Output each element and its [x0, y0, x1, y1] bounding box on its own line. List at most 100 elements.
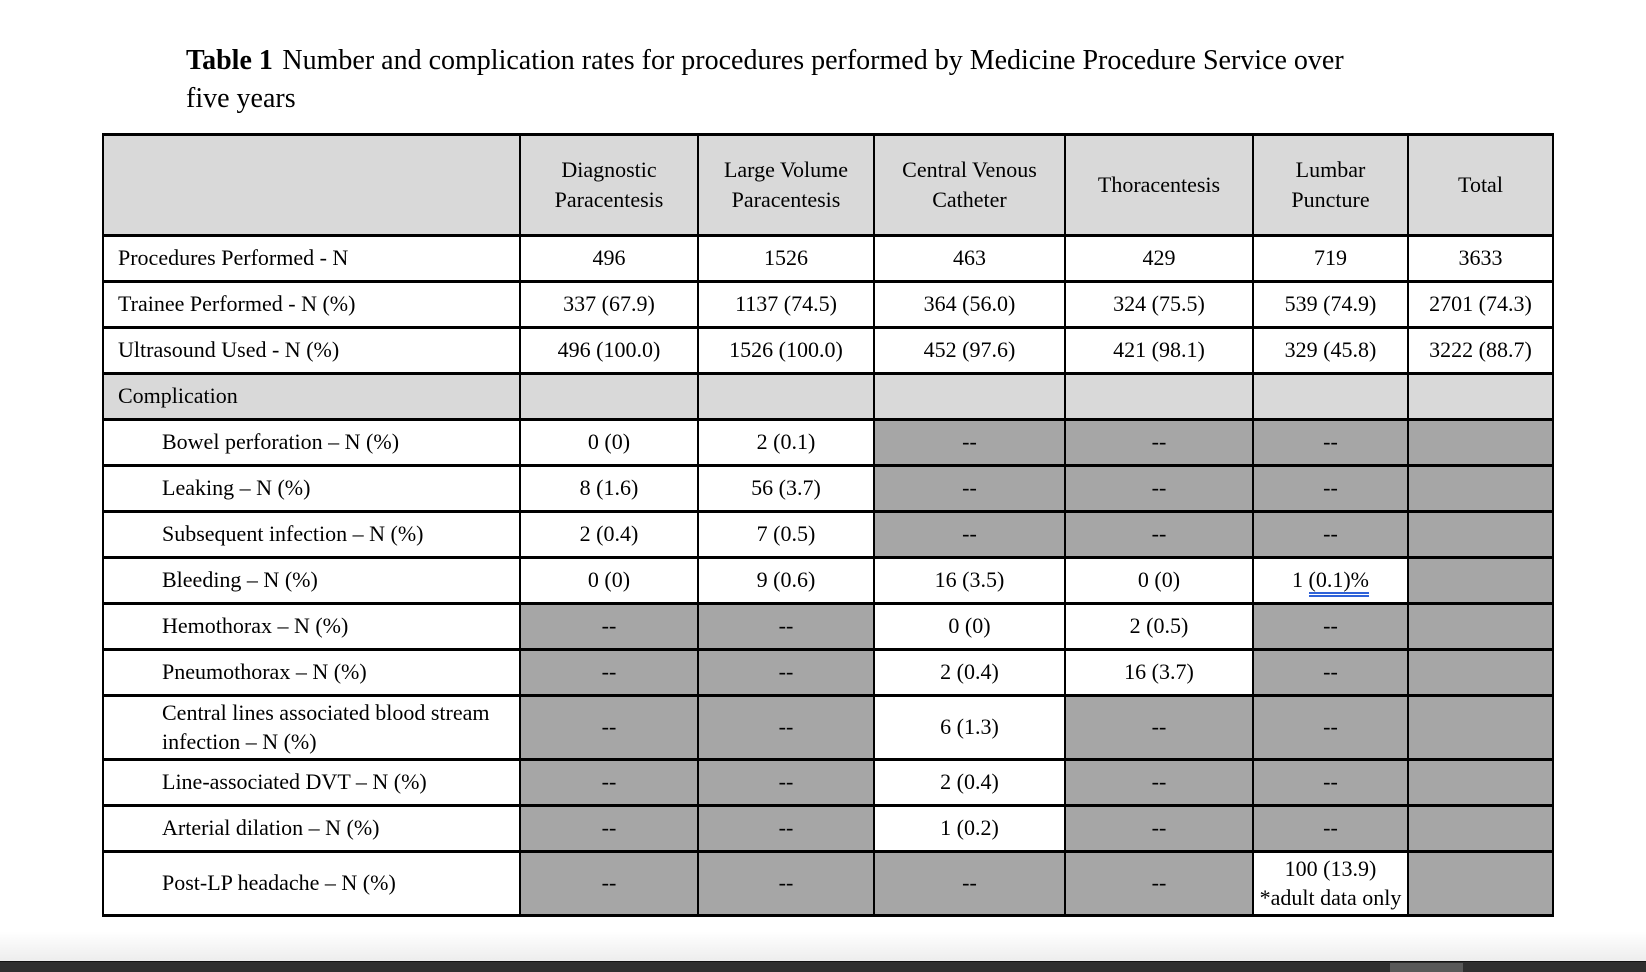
column-header: Large Volume Paracentesis [697, 133, 875, 237]
data-cell: 3633 [1407, 234, 1554, 283]
data-cell: 1 (0.2) [873, 804, 1066, 854]
data-cell: 1137 (74.5) [697, 280, 875, 329]
na-cell: -- [1252, 693, 1409, 762]
data-cell: 16 (3.5) [873, 556, 1066, 605]
grammar-underlined-value: (0.1)% [1308, 567, 1369, 598]
row-label: Arterial dilation – N (%) [102, 804, 521, 854]
data-cell: 337 (67.9) [519, 280, 699, 329]
table-row: Subsequent infection – N (%) 2 (0.4) 7 (0.… [102, 510, 1554, 559]
data-cell: 329 (45.8) [1252, 326, 1409, 375]
table-row: Trainee Performed - N (%) 337 (67.9) 1137 … [102, 280, 1554, 329]
row-label: Bleeding – N (%) [102, 556, 521, 605]
table-row: Bleeding – N (%) 0 (0) 9 (0.6) 16 (3.5) 0 (0… [102, 556, 1554, 605]
data-cell: 1526 (100.0) [697, 326, 875, 375]
na-cell: -- [1252, 804, 1409, 854]
empty-cell [1407, 648, 1554, 697]
table-header: Diagnostic Paracentesis Large Volume Para… [102, 133, 1554, 237]
row-label: Central lines associated blood stream in… [102, 693, 521, 762]
na-cell: -- [697, 693, 875, 762]
procedures-table: Diagnostic Paracentesis Large Volume Para… [102, 133, 1554, 918]
data-cell: 9 (0.6) [697, 556, 875, 605]
section-cell [519, 372, 699, 421]
data-cell: 0 (0) [519, 556, 699, 605]
data-cell: 2 (0.1) [697, 418, 875, 467]
data-cell: 463 [873, 234, 1066, 283]
table-row: Complication [102, 372, 1554, 421]
caption-text: Number and complication rates for proced… [186, 45, 1344, 114]
data-cell: 6 (1.3) [873, 693, 1066, 762]
empty-cell [1407, 556, 1554, 605]
row-label: Trainee Performed - N (%) [102, 280, 521, 329]
data-cell: 2701 (74.3) [1407, 280, 1554, 329]
section-cell [1252, 372, 1409, 421]
table-row: Arterial dilation – N (%) -- -- 1 (0.2) -- -- [102, 804, 1554, 854]
data-cell: 2 (0.4) [873, 758, 1066, 808]
data-cell: 421 (98.1) [1064, 326, 1254, 375]
table-row: Bowel perforation – N (%) 0 (0) 2 (0.1) -- -… [102, 418, 1554, 467]
data-cell: 429 [1064, 234, 1254, 283]
data-cell: 0 (0) [873, 602, 1066, 651]
data-cell: 1526 [697, 234, 875, 283]
na-cell: -- [1252, 648, 1409, 697]
row-label: Post-LP headache – N (%) [102, 850, 521, 918]
na-cell: -- [519, 693, 699, 762]
data-cell: 719 [1252, 234, 1409, 283]
table-row: Leaking – N (%) 8 (1.6) 56 (3.7) -- -- -- [102, 464, 1554, 513]
na-cell: -- [1064, 758, 1254, 808]
na-cell: -- [1064, 693, 1254, 762]
data-cell: 2 (0.4) [873, 648, 1066, 697]
row-label: Bowel perforation – N (%) [102, 418, 521, 467]
data-cell: 56 (3.7) [697, 464, 875, 513]
na-cell: -- [1252, 464, 1409, 513]
data-cell: 364 (56.0) [873, 280, 1066, 329]
na-cell: -- [697, 602, 875, 651]
empty-cell [1407, 850, 1554, 918]
na-cell: -- [1252, 418, 1409, 467]
data-cell: 0 (0) [1064, 556, 1254, 605]
row-label: Leaking – N (%) [102, 464, 521, 513]
na-cell: -- [873, 464, 1066, 513]
table-row: Ultrasound Used - N (%) 496 (100.0) 1526 (… [102, 326, 1554, 375]
empty-cell [1407, 464, 1554, 513]
data-cell: 2 (0.5) [1064, 602, 1254, 651]
table-row: Line-associated DVT – N (%) -- -- 2 (0.4) --… [102, 758, 1554, 808]
caption-label: Table 1 [186, 45, 273, 76]
table-caption: Table 1 Number and complication rates for… [186, 42, 1346, 118]
section-cell [1407, 372, 1554, 421]
na-cell: -- [519, 850, 699, 918]
corner-cell [102, 133, 521, 237]
na-cell: -- [873, 510, 1066, 559]
na-cell: -- [1064, 418, 1254, 467]
data-cell: 7 (0.5) [697, 510, 875, 559]
table-row: Pneumothorax – N (%) -- -- 2 (0.4) 16 (3.7) -… [102, 648, 1554, 697]
column-header: Total [1407, 133, 1554, 237]
data-cell: 539 (74.9) [1252, 280, 1409, 329]
horizontal-scrollbar[interactable] [0, 961, 1646, 972]
na-cell: -- [1064, 804, 1254, 854]
data-cell: 0 (0) [519, 418, 699, 467]
na-cell: -- [519, 804, 699, 854]
row-label: Line-associated DVT – N (%) [102, 758, 521, 808]
na-cell: -- [697, 850, 875, 918]
na-cell: -- [1064, 510, 1254, 559]
row-label: Hemothorax – N (%) [102, 602, 521, 651]
empty-cell [1407, 693, 1554, 762]
table-row: Post-LP headache – N (%) -- -- -- -- 100 (13.… [102, 850, 1554, 918]
data-cell: 3222 (88.7) [1407, 326, 1554, 375]
data-cell: 8 (1.6) [519, 464, 699, 513]
section-cell [1064, 372, 1254, 421]
row-label: Ultrasound Used - N (%) [102, 326, 521, 375]
table-row: Procedures Performed - N 496 1526 463 429 719… [102, 234, 1554, 283]
empty-cell [1407, 418, 1554, 467]
na-cell: -- [519, 758, 699, 808]
table-row: Central lines associated blood stream in… [102, 693, 1554, 762]
scrollbar-thumb[interactable] [1390, 963, 1463, 972]
na-cell: -- [873, 418, 1066, 467]
na-cell: -- [1252, 510, 1409, 559]
column-header: Diagnostic Paracentesis [519, 133, 699, 237]
data-cell: 324 (75.5) [1064, 280, 1254, 329]
data-cell: 1 (0.1)% [1252, 556, 1409, 605]
na-cell: -- [1064, 464, 1254, 513]
column-header: Central Venous Catheter [873, 133, 1066, 237]
na-cell: -- [519, 648, 699, 697]
